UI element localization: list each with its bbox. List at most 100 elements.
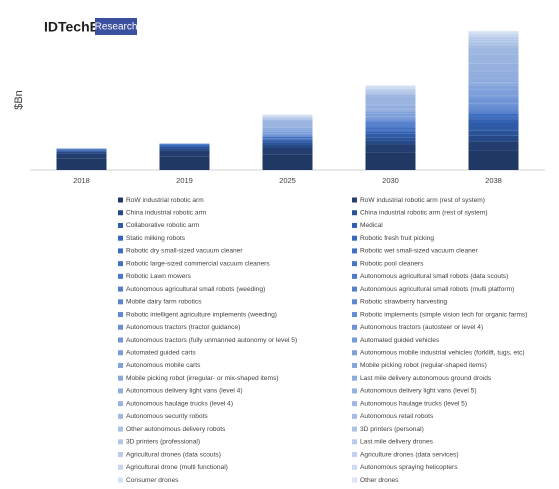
bar-segment — [468, 107, 519, 109]
logo-name: IDTechEx — [44, 19, 107, 35]
legend-swatch — [352, 388, 357, 394]
legend-swatch — [118, 401, 123, 407]
legend-label: RoW industrial robotic arm — [126, 197, 204, 204]
legend-label: 3D printers (professional) — [126, 439, 200, 446]
bar-segment — [262, 128, 313, 130]
legend-label: Autonomous delivery light vans (level 5) — [360, 388, 477, 395]
legend-swatch — [118, 413, 123, 419]
legend-label: Robotic Lawn mowers — [126, 273, 192, 280]
legend-swatch — [118, 312, 123, 318]
bar-segment — [365, 110, 416, 112]
legend-label: China industrial robotic arm — [126, 209, 207, 216]
bar-segment — [365, 144, 416, 153]
bar-segment — [468, 78, 519, 83]
legend-label: Robotic implements (simple vision tech f… — [360, 311, 527, 318]
bar-segment — [468, 99, 519, 103]
bar-segment — [468, 106, 519, 108]
bar-segment — [262, 139, 313, 141]
bar-segment — [468, 96, 519, 99]
legend-swatch — [118, 299, 123, 305]
legend-label: Medical — [360, 222, 383, 229]
legend-label: Autonomous retail robots — [360, 413, 434, 420]
bar-segment — [468, 33, 519, 36]
legend-label: Other autonomous delivery robots — [126, 426, 226, 433]
legend-label: Autonomous tractors (tractor guidance) — [126, 324, 240, 331]
bar-segment — [468, 37, 519, 40]
bar-segment — [365, 137, 416, 141]
bar-segment — [468, 111, 519, 113]
legend-label: Automated guided vehicles — [360, 337, 440, 344]
bar-segment — [468, 95, 519, 97]
bar-segment — [56, 153, 107, 159]
bar-segment — [159, 150, 210, 157]
bar-segment — [365, 130, 416, 132]
legend-swatch — [352, 286, 357, 292]
legend-swatch — [118, 324, 123, 330]
legend-swatch — [118, 439, 123, 445]
legend-swatch — [118, 248, 123, 254]
legend-swatch — [352, 401, 357, 407]
bar-segment — [262, 132, 313, 134]
bar-segment — [159, 148, 210, 151]
bar-segment — [262, 147, 313, 155]
legend-swatch — [352, 210, 357, 216]
bar-segment — [365, 96, 416, 105]
bar-segment — [262, 120, 313, 127]
bar-segment — [468, 63, 519, 72]
bar-segment — [468, 98, 519, 100]
bar-segment — [56, 150, 107, 152]
legend-label: Autonomous delivery light vans (level 4) — [126, 388, 243, 395]
bar-segment — [468, 83, 519, 86]
bar-segment — [365, 87, 416, 89]
bar-segment — [262, 144, 313, 148]
bar-segment — [468, 141, 519, 151]
bar-segment — [365, 111, 416, 114]
legend-swatch — [118, 350, 123, 356]
legend-swatch — [352, 261, 357, 267]
bar-segment — [468, 116, 519, 119]
legend-label: Autonomous agricultural small robots (we… — [126, 286, 265, 293]
legend-swatch — [118, 426, 123, 432]
bar-segment — [468, 41, 519, 43]
bar-segment — [468, 35, 519, 37]
bar-segment — [365, 133, 416, 138]
legend-swatch — [118, 210, 123, 216]
legend-swatch — [118, 464, 123, 470]
legend-swatch — [352, 337, 357, 343]
bar-segment — [468, 150, 519, 170]
legend-swatch — [118, 452, 123, 458]
legend-swatch — [352, 222, 357, 228]
bar-segment — [468, 47, 519, 55]
bar-segment — [262, 126, 313, 128]
bar-segment — [365, 131, 416, 134]
bar-segment — [468, 45, 519, 48]
bar-segment — [365, 85, 416, 87]
y-axis-label: $Bn — [13, 90, 25, 110]
legend-label: Autonomous haulage trucks (level 4) — [126, 400, 233, 407]
bar-segment — [56, 158, 107, 170]
legend-label: Mobile dairy farm robotics — [126, 299, 202, 306]
legend-swatch — [118, 362, 123, 368]
legend-swatch — [118, 197, 123, 203]
bar-segment — [365, 127, 416, 130]
legend-label: RoW industrial robotic arm (rest of syst… — [360, 197, 485, 204]
legend-swatch — [352, 235, 357, 241]
legend-swatch — [352, 477, 357, 483]
legend-swatch — [118, 286, 123, 292]
legend-label: Autonomous agricultural small robots (mu… — [360, 286, 514, 293]
legend-label: Robotic wet small-sized vacuum cleaner — [360, 248, 478, 255]
bar-segment — [365, 140, 416, 145]
bar-segment — [365, 90, 416, 92]
bar-segment — [468, 112, 519, 114]
legend-label: Robotic dry small-sized vacuum cleaner — [126, 248, 243, 255]
legend-label: Agricultural drone (multi functional) — [126, 464, 228, 471]
legend-swatch — [352, 312, 357, 318]
bar-segment — [365, 92, 416, 94]
legend-label: Automated guided carts — [126, 349, 196, 356]
legend-swatch — [352, 248, 357, 254]
logo-tag: Research — [95, 22, 138, 33]
legend-label: Autonomous haulage trucks (level 5) — [360, 400, 467, 407]
legend-label: Robotic strawberry harvesting — [360, 299, 448, 306]
bar-segment — [468, 102, 519, 104]
